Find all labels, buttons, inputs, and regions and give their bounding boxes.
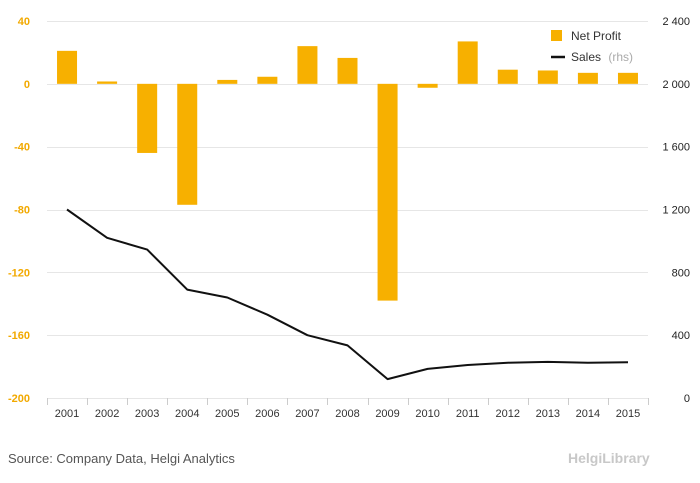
- net-profit-bar-2012: [497, 69, 518, 84]
- net-profit-bar-2004: [177, 83, 198, 205]
- net-profit-bar-2005: [217, 79, 238, 84]
- net-profit-bar-2002: [97, 81, 118, 84]
- right-tick-label: 0: [684, 393, 690, 405]
- x-tick-label: 2014: [576, 408, 600, 420]
- x-tick-label: 2008: [335, 408, 359, 420]
- net-profit-bar-2014: [577, 72, 598, 84]
- net-profit-bar-2008: [337, 57, 358, 84]
- legend-sales-label: Sales (rhs): [571, 50, 633, 64]
- left-tick-label: -200: [8, 393, 30, 405]
- net-profit-bar-2009: [377, 83, 398, 301]
- helgi-library-logo: HelgiLibrary: [568, 450, 650, 466]
- net-profit-bar-2003: [137, 83, 158, 153]
- left-tick-label: -160: [8, 330, 30, 342]
- x-tick-label: 2010: [415, 408, 439, 420]
- net-profit-bar-2011: [457, 41, 478, 84]
- x-tick-label: 2003: [135, 408, 159, 420]
- x-tick-label: 2007: [295, 408, 319, 420]
- right-tick-label: 2 400: [662, 16, 690, 28]
- right-tick-label: 800: [672, 267, 690, 279]
- left-axis-ticks: 40 0 -40 -80 -120 -160 -200: [8, 16, 30, 405]
- left-tick-label: -80: [14, 205, 30, 217]
- x-tick-label: 2006: [255, 408, 279, 420]
- sales-line-group: [66, 208, 629, 381]
- x-tick-label: 2011: [456, 408, 480, 420]
- net-profit-bar-2007: [297, 46, 318, 84]
- net-profit-bars: [57, 41, 638, 301]
- net-profit-bar-2013: [537, 70, 558, 84]
- x-tick-label: 2002: [95, 408, 119, 420]
- right-tick-label: 1 600: [662, 142, 690, 154]
- net-profit-bar-2015: [617, 72, 638, 84]
- x-tick-label: 2001: [55, 408, 79, 420]
- x-tick-label: 2012: [496, 408, 520, 420]
- left-tick-label: 0: [24, 79, 30, 91]
- right-tick-label: 2 000: [662, 79, 690, 91]
- legend-net-profit-label: Net Profit: [571, 29, 622, 43]
- right-tick-label: 1 200: [662, 205, 690, 217]
- right-tick-label: 400: [672, 330, 690, 342]
- legend-sales-rhs: (rhs): [608, 50, 633, 64]
- net-profit-bar-2001: [57, 50, 78, 84]
- x-tick-label: 2009: [375, 408, 399, 420]
- left-tick-label: -120: [8, 267, 30, 279]
- x-axis-ticks: 2001 2002 2003 2004 2005 2006 2007 2008 2009 2010…: [55, 408, 640, 420]
- left-tick-label: 40: [18, 16, 30, 28]
- source-note: Source: Company Data, Helgi Analytics: [8, 451, 235, 466]
- legend-sales-name: Sales: [571, 50, 601, 64]
- x-tick-label: 2004: [175, 408, 199, 420]
- x-tick-label: 2015: [616, 408, 640, 420]
- net-profit-bar-2010: [417, 83, 438, 88]
- right-axis-ticks: 2 400 2 000 1 600 1 200 800 400 0: [662, 16, 690, 405]
- x-tick-label: 2013: [536, 408, 560, 420]
- net-profit-bar-2006: [257, 76, 278, 84]
- legend: Net Profit Sales (rhs): [551, 29, 633, 64]
- legend-net-profit-swatch: [551, 30, 562, 41]
- x-tick-label: 2005: [215, 408, 239, 420]
- sales-line: [66, 208, 629, 381]
- left-tick-label: -40: [14, 142, 30, 154]
